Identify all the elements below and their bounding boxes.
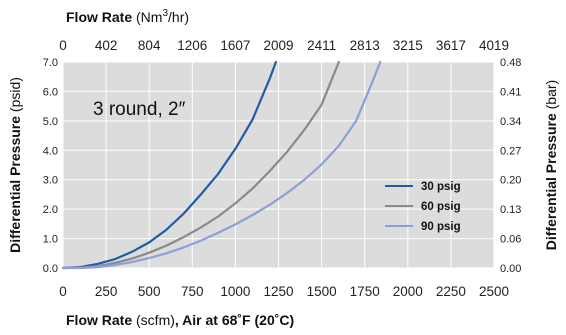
y-left-tick-label: 4.0 bbox=[43, 145, 58, 157]
y-left-tick-label: 2.0 bbox=[43, 204, 58, 216]
left-axis-title-bold: Differential Pressure bbox=[7, 116, 23, 253]
x-top-tick-label: 2009 bbox=[263, 38, 293, 53]
right-axis-title: Differential Pressure (bar) bbox=[543, 80, 559, 250]
x-top-tick-label: 4019 bbox=[479, 38, 509, 53]
x-top-tick-label: 804 bbox=[138, 38, 161, 53]
y-left-tick-label: 7.0 bbox=[43, 57, 58, 69]
y-right-tick-label: 0.06 bbox=[500, 234, 521, 246]
right-axis-title-unit: (bar) bbox=[543, 80, 559, 113]
y-right-tick-label: 0.27 bbox=[500, 145, 521, 157]
y-left-tick-label: 0.0 bbox=[43, 263, 58, 275]
y-right-tick-label: 0.48 bbox=[500, 57, 521, 69]
y-left-tick-label: 1.0 bbox=[43, 234, 58, 246]
y-right-tick-label: 0.20 bbox=[500, 175, 521, 187]
x-top-tick-label: 2813 bbox=[350, 38, 380, 53]
left-axis-title-unit: (psid) bbox=[7, 77, 23, 116]
x-bottom-tick-label: 1750 bbox=[350, 284, 380, 299]
series-lines bbox=[61, 60, 382, 270]
left-axis-title: Differential Pressure (psid) bbox=[7, 77, 23, 253]
x-top-tick-label: 2411 bbox=[307, 38, 336, 53]
series-line-30-psig bbox=[61, 60, 277, 270]
y-right-tick-label: 0.13 bbox=[500, 204, 521, 216]
series-line-60-psig bbox=[61, 60, 340, 270]
top-axis-title-sup: 3 bbox=[162, 8, 168, 19]
y-left-tick-label: 5.0 bbox=[43, 116, 58, 128]
x-bottom-tick-label: 1250 bbox=[263, 284, 293, 299]
x-bottom-tick-label: 1500 bbox=[307, 284, 337, 299]
x-bottom-tick-label: 1000 bbox=[220, 284, 250, 299]
tick-labels: 0 250 500 750 1000 1250 1500 1750 2000 2250 2500 0 4… bbox=[43, 38, 522, 299]
bottom-axis-title: Flow Rate (scfm), Air at 68˚F (20˚C) bbox=[66, 312, 294, 328]
gridlines bbox=[62, 61, 495, 269]
top-axis-title-end: /hr) bbox=[168, 9, 189, 25]
top-axis-title: Flow Rate (Nm3/hr) bbox=[66, 8, 189, 25]
x-bottom-tick-label: 2500 bbox=[479, 284, 509, 299]
x-bottom-tick-label: 2000 bbox=[393, 284, 423, 299]
top-axis-title-bold: Flow Rate bbox=[66, 9, 132, 25]
chart-annotation: 3 round, 2″ bbox=[93, 99, 186, 120]
x-bottom-tick-label: 250 bbox=[95, 284, 118, 299]
x-top-tick-label: 0 bbox=[59, 38, 67, 53]
y-right-tick-label: 0.34 bbox=[500, 116, 521, 128]
x-bottom-tick-label: 0 bbox=[59, 284, 67, 299]
x-top-tick-label: 402 bbox=[95, 38, 118, 53]
top-axis-title-unit: (Nm bbox=[132, 9, 162, 25]
x-top-tick-label: 3215 bbox=[393, 38, 423, 53]
y-left-tick-label: 6.0 bbox=[43, 86, 58, 98]
bottom-axis-title-tail: , Air at 68˚F (20˚C) bbox=[175, 312, 294, 328]
legend-label-30-psig: 30 psig bbox=[421, 181, 461, 193]
y-right-tick-label: 0.41 bbox=[500, 86, 521, 98]
bottom-axis-title-unit: (scfm) bbox=[132, 312, 175, 328]
x-bottom-tick-label: 2250 bbox=[436, 284, 466, 299]
legend-label-60-psig: 60 psig bbox=[421, 201, 461, 213]
series-line-90-psig bbox=[61, 60, 382, 270]
y-left-tick-label: 3.0 bbox=[43, 175, 58, 187]
bottom-axis-title-bold: Flow Rate bbox=[66, 312, 132, 328]
right-axis-title-bold: Differential Pressure bbox=[543, 113, 559, 250]
x-top-tick-label: 1206 bbox=[177, 38, 207, 53]
x-bottom-tick-label: 750 bbox=[181, 284, 204, 299]
x-top-tick-label: 3617 bbox=[436, 38, 466, 53]
legend: 30 psig 60 psig 90 psig bbox=[385, 181, 461, 233]
x-bottom-tick-label: 500 bbox=[138, 284, 161, 299]
x-top-tick-label: 1607 bbox=[220, 38, 250, 53]
legend-label-90-psig: 90 psig bbox=[421, 221, 461, 233]
y-right-tick-label: 0.00 bbox=[500, 263, 521, 275]
